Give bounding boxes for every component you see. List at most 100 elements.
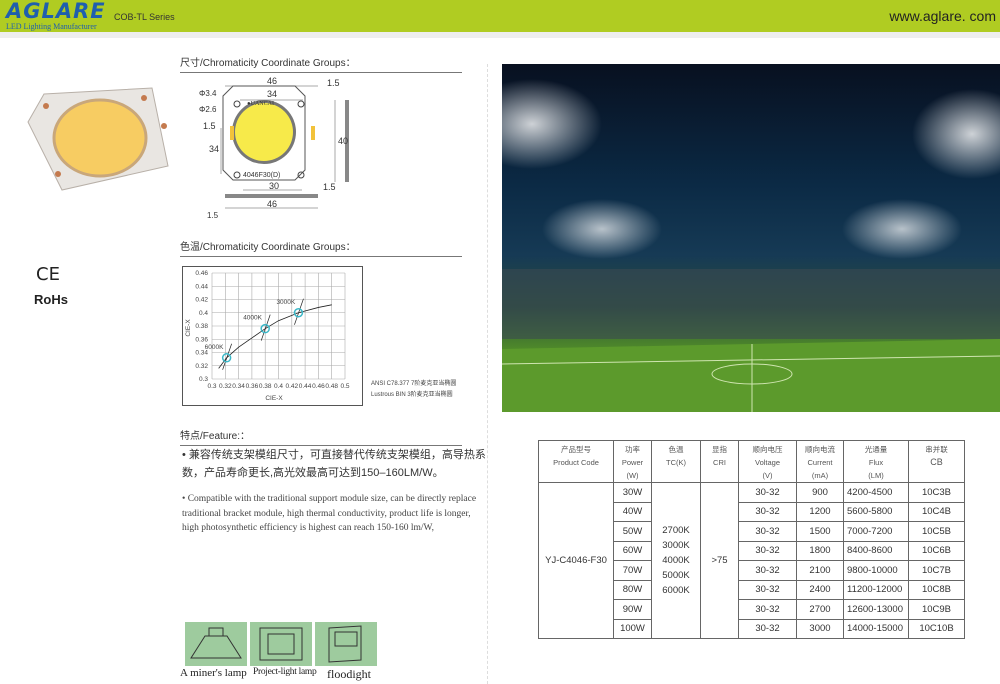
header-line: 显指	[712, 445, 727, 454]
tc-cell: 2700K 3000K 4000K 5000K 6000K	[651, 482, 701, 639]
column-header: 显指 CRI	[700, 440, 739, 483]
brand-tagline: LED Lighting Manufacturer	[6, 22, 97, 31]
column-header: 顺向电压 Voltage (V)	[738, 440, 797, 483]
website-url[interactable]: www.aglare. com	[889, 8, 996, 24]
header-bar	[0, 0, 1000, 32]
table-row: 40W 30-32 1200 5600-5800 10C4B	[539, 501, 965, 522]
header-line: CRI	[713, 458, 726, 467]
column-header: 产品型号 Product Code	[538, 440, 614, 483]
y-axis-label: CIE-X	[185, 319, 192, 337]
header-line: Voltage	[754, 458, 781, 467]
dim-label: 1.5	[203, 121, 216, 131]
header-line: Power	[621, 458, 644, 467]
y-tick-label: 0.32	[195, 363, 208, 370]
feature-cn: 兼容传统支架模组尺寸，可直接替代传统支架模组，高导热系数，产品寿命更长,高光效最…	[182, 449, 486, 479]
header-stripe	[0, 32, 1000, 38]
header-line: (W)	[626, 471, 639, 480]
flux-cell: 8400-8600	[843, 540, 909, 561]
cb-cell: 10C9B	[908, 599, 965, 620]
voltage-cell: 30-32	[738, 521, 797, 542]
power-cell: 30W	[613, 482, 652, 503]
y-tick-label: 0.36	[195, 336, 208, 343]
current-cell: 2100	[796, 560, 844, 581]
y-tick-label: 0.42	[195, 297, 208, 304]
chip-model: 4046F30(D)	[243, 172, 280, 179]
flux-cell: 14000-15000	[843, 618, 909, 639]
point-4000K	[260, 323, 270, 334]
flux-cell: 4200-4500	[843, 482, 909, 503]
flux-cell: 9800-10000	[843, 560, 909, 581]
tc-value: 2700K	[662, 525, 690, 536]
table-row: 100W 30-32 3000 14000-15000 10C10B	[539, 618, 965, 639]
rohs-mark: RoHs	[34, 292, 68, 307]
y-tick-label: 0.4	[199, 310, 208, 317]
app-label: A miner's lamp	[180, 667, 247, 679]
dim-label: 30	[269, 181, 279, 191]
x-tick-label: 0.48	[325, 383, 338, 390]
power-cell: 80W	[613, 579, 652, 600]
chart-note: ANSI C78.377 7阶麦克亚当椭圆	[371, 379, 456, 387]
cb-cell: 10C6B	[908, 540, 965, 561]
dim-label: 46	[267, 76, 277, 86]
feature-text-en: • Compatible with the traditional suppor…	[182, 494, 477, 533]
cb-cell: 10C3B	[908, 482, 965, 503]
app-label: Project-light lamp	[253, 667, 317, 677]
section-dimensions-title: 尺寸/Chromaticity Coordinate Groups：	[180, 54, 462, 73]
dim-label: 1.5	[323, 182, 336, 192]
stadium-photo	[502, 64, 1000, 412]
spec-table: 产品型号 Product Code 功率 Power (W) 色温 TC(K) 显指 CRI 顺向…	[538, 440, 965, 639]
y-tick-label: 0.44	[195, 283, 208, 290]
miner-lamp-icon	[185, 622, 247, 666]
current-cell: 1500	[796, 521, 844, 542]
page-divider	[487, 64, 488, 684]
x-tick-label: 0.46	[312, 383, 325, 390]
cob-product-image	[27, 87, 169, 191]
cb-cell: 10C10B	[908, 618, 965, 639]
x-tick-label: 0.34	[232, 383, 245, 390]
flux-cell: 11200-12000	[843, 579, 909, 600]
power-cell: 60W	[613, 540, 652, 561]
x-tick-label: 0.4	[274, 383, 283, 390]
cb-cell: 10C7B	[908, 560, 965, 581]
voltage-cell: 30-32	[738, 599, 797, 620]
table-row: YJ-C4046-F30 30W 2700K 3000K 4000K 5000K 6000K…	[538, 482, 965, 639]
dim-label: 40	[338, 136, 348, 146]
project-light-icon	[250, 622, 312, 666]
cb-cell: 10C4B	[908, 501, 965, 522]
chart-note: Lustrous BIN 3阶麦克亚当椭圆	[371, 390, 453, 398]
app-label: floodight	[327, 667, 371, 681]
power-cell: 70W	[613, 560, 652, 581]
dim-label: 46	[267, 199, 277, 209]
header-line: TC(K)	[666, 458, 686, 467]
x-axis-label: CIE-X	[265, 395, 283, 402]
header-line: (LM)	[868, 471, 884, 480]
flux-cell: 12600-13000	[843, 599, 909, 620]
dim-label: 34	[267, 89, 277, 99]
ce-mark: CE	[36, 264, 60, 285]
table-row: 60W 30-32 1800 8400-8600 10C6B	[539, 540, 965, 561]
header-line: 串并联	[925, 445, 948, 454]
dim-label: 1.5	[207, 211, 219, 220]
series-title: COB-TL Series	[114, 12, 175, 22]
cri-cell: >75	[700, 482, 739, 639]
header-line: 顺向电压	[752, 445, 783, 454]
column-header: 顺向电流 Current (mA)	[796, 440, 844, 483]
current-cell: 1200	[796, 501, 844, 522]
point-label: 6000K	[205, 344, 224, 351]
x-tick-label: 0.32	[219, 383, 232, 390]
x-tick-label: 0.38	[259, 383, 272, 390]
cb-cell: 10C5B	[908, 521, 965, 542]
x-tick-label: 0.42	[285, 383, 298, 390]
dimension-drawing: 46 34 1.5 Φ3.4 Φ2.6 1.5 34 40 30 1.5 46 …	[199, 76, 349, 220]
isotherm-line	[260, 314, 271, 341]
tc-value: 6000K	[662, 585, 690, 596]
current-cell: 2700	[796, 599, 844, 620]
x-tick-label: 0.5	[340, 383, 349, 390]
y-tick-label: 0.34	[195, 350, 208, 357]
cb-cell: 10C8B	[908, 579, 965, 600]
brand-logo: AGLARE	[6, 0, 106, 23]
point-3000K	[293, 308, 304, 318]
flux-cell: 5600-5800	[843, 501, 909, 522]
current-cell: 2400	[796, 579, 844, 600]
header-line: CB	[930, 457, 943, 467]
